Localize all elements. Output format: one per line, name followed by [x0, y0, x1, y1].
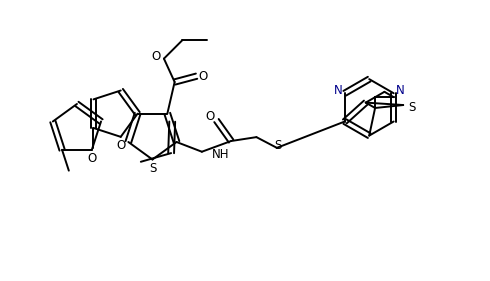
- Text: S: S: [275, 139, 282, 152]
- Text: O: O: [116, 139, 125, 152]
- Text: N: N: [334, 84, 343, 97]
- Text: O: O: [205, 110, 214, 123]
- Text: O: O: [151, 50, 161, 63]
- Text: NH: NH: [212, 148, 229, 161]
- Text: S: S: [408, 101, 416, 114]
- Text: O: O: [198, 70, 208, 83]
- Text: S: S: [149, 162, 156, 175]
- Text: O: O: [87, 152, 97, 165]
- Text: N: N: [396, 84, 405, 97]
